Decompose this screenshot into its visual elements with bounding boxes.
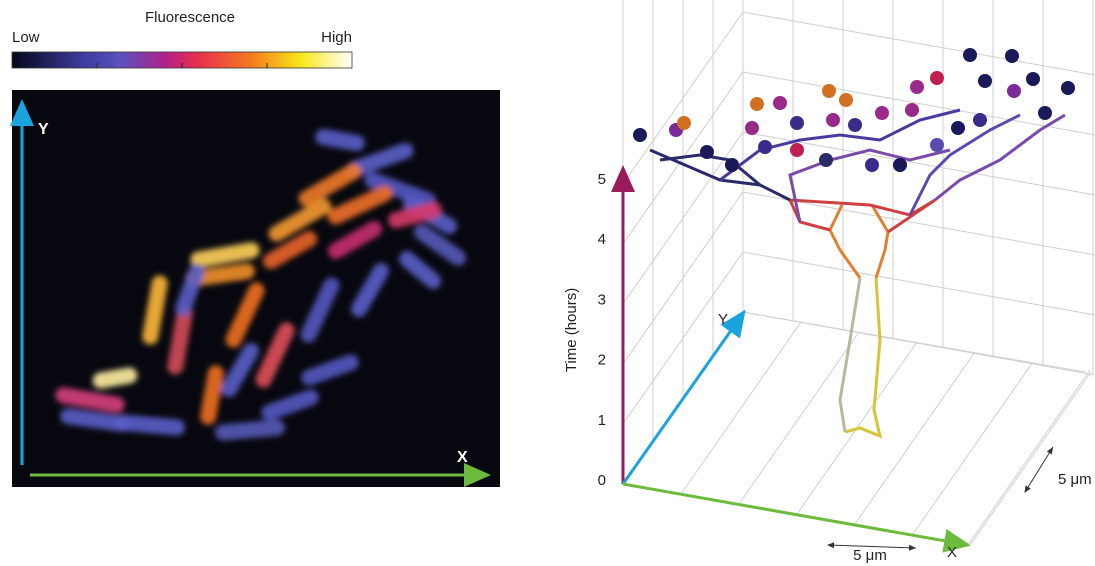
cell-node bbox=[1026, 72, 1040, 86]
cell-node bbox=[700, 145, 714, 159]
grid-line bbox=[971, 372, 1091, 544]
time-axis-label: Time (hours) bbox=[563, 288, 580, 372]
branch bbox=[830, 205, 860, 278]
cell-node bbox=[865, 158, 879, 172]
cell-node bbox=[1038, 106, 1052, 120]
image-y-label: Y bbox=[38, 121, 49, 138]
colorbar-title: Fluorescence bbox=[145, 9, 235, 26]
cell-node bbox=[951, 121, 965, 135]
time-tick-label: 0 bbox=[598, 472, 606, 489]
cell-node bbox=[745, 121, 759, 135]
cell-node bbox=[839, 93, 853, 107]
time-tick-label: 3 bbox=[598, 291, 606, 308]
cell-node bbox=[930, 138, 944, 152]
cell-node bbox=[822, 84, 836, 98]
grid-line bbox=[739, 332, 859, 504]
time-tick-label: 1 bbox=[598, 412, 606, 429]
cell-node bbox=[893, 158, 907, 172]
cell-node bbox=[790, 143, 804, 157]
x-arrow-3d bbox=[623, 484, 968, 545]
grid-3d bbox=[623, 0, 1095, 545]
cell-node bbox=[910, 80, 924, 94]
grid-line bbox=[743, 312, 1085, 372]
scale-y-label: 5 μm bbox=[1058, 471, 1092, 488]
grid-line bbox=[681, 322, 801, 494]
grid-line bbox=[913, 362, 1033, 534]
cell-node bbox=[1005, 49, 1019, 63]
cell-node bbox=[826, 113, 840, 127]
image-x-label: X bbox=[457, 449, 468, 466]
colorbar-low: Low bbox=[12, 29, 40, 46]
y-label-3d: Y bbox=[718, 311, 728, 328]
cell-node bbox=[905, 103, 919, 117]
cell-node bbox=[725, 158, 739, 172]
cell-node bbox=[819, 153, 833, 167]
branch bbox=[720, 110, 960, 180]
grid-line bbox=[743, 252, 1095, 315]
grid-line bbox=[743, 12, 1095, 75]
cell-node bbox=[790, 116, 804, 130]
figure: Fluorescence Low High Y X Time (hours) 0… bbox=[0, 0, 1095, 566]
cell-node bbox=[633, 128, 647, 142]
cell-node bbox=[750, 97, 764, 111]
cell-node bbox=[773, 96, 787, 110]
time-tick-label: 2 bbox=[598, 352, 606, 369]
scale-bar-y bbox=[1025, 447, 1053, 492]
cell-node bbox=[978, 74, 992, 88]
x-label-3d: X bbox=[947, 544, 957, 561]
cell-node bbox=[963, 48, 977, 62]
cell-node bbox=[1061, 81, 1075, 95]
cell-node bbox=[1007, 84, 1021, 98]
branch bbox=[845, 278, 880, 436]
cell-node bbox=[930, 71, 944, 85]
cell-node bbox=[677, 116, 691, 130]
grid-line bbox=[968, 370, 1090, 545]
cell-node bbox=[758, 140, 772, 154]
scale-x-label: 5 μm bbox=[853, 547, 887, 564]
time-tick-label: 4 bbox=[598, 231, 606, 248]
cell-node bbox=[875, 106, 889, 120]
cell-node bbox=[973, 113, 987, 127]
colorbar-high: High bbox=[321, 29, 352, 46]
cell-node bbox=[848, 118, 862, 132]
time-tick-label: 5 bbox=[598, 171, 606, 188]
grid-line bbox=[855, 352, 975, 524]
